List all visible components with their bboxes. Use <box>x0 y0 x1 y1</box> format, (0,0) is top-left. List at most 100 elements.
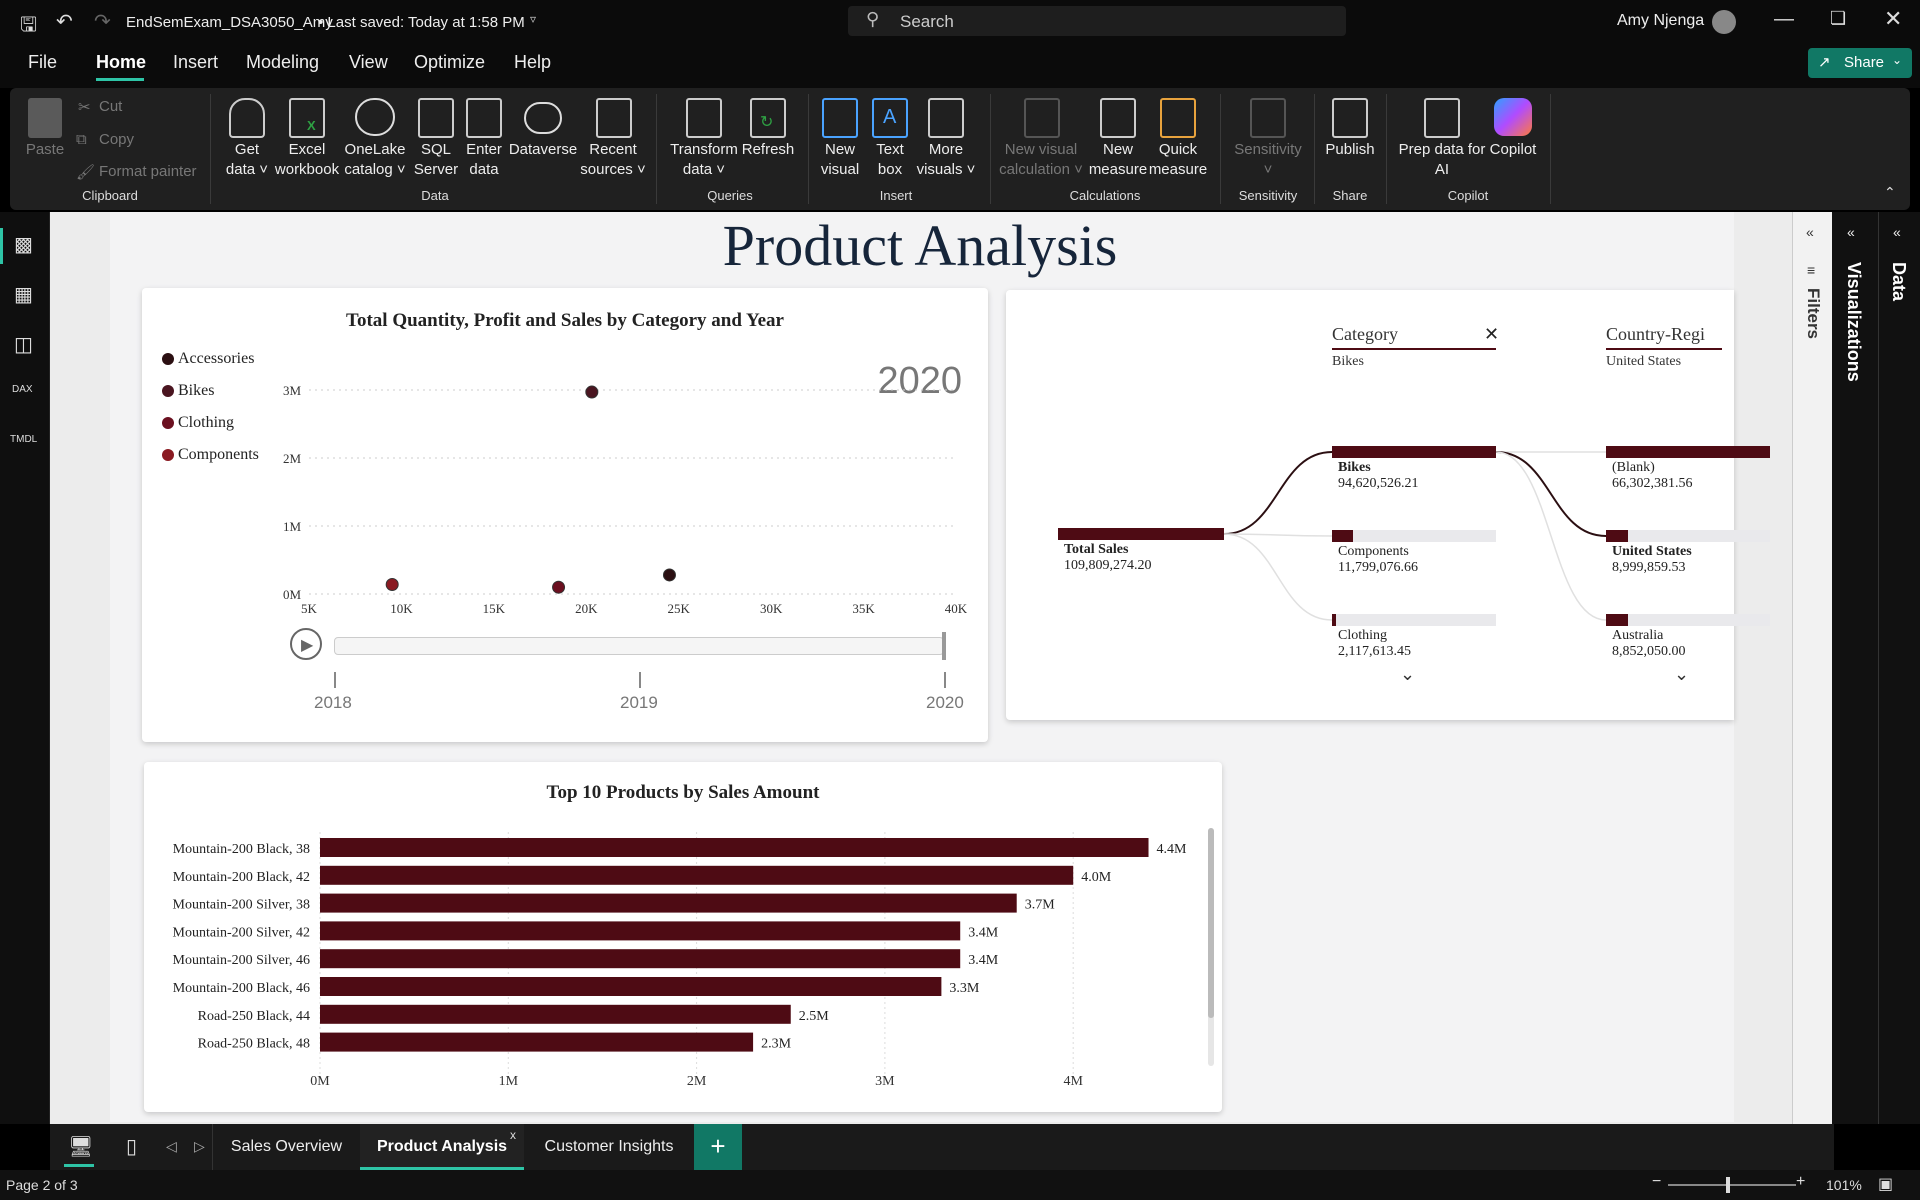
legend-item[interactable]: Clothing <box>162 414 234 432</box>
desktop-layout-button[interactable]: 🖥 <box>56 1124 102 1170</box>
menu-view[interactable]: View <box>349 52 388 72</box>
tab-product-analysis[interactable]: Product Analysis <box>360 1124 524 1170</box>
zoom-slider-track[interactable] <box>1668 1184 1796 1186</box>
database-icon[interactable] <box>229 98 265 138</box>
expand-visualizations-icon[interactable]: « <box>1847 224 1855 240</box>
copilot-label[interactable]: Copilot <box>1489 141 1537 158</box>
transform-data-label[interactable]: Transform data ˅ <box>670 141 738 178</box>
quick-measure-label[interactable]: Quick measure <box>1148 141 1208 178</box>
decomp-root-bar[interactable] <box>1058 528 1224 540</box>
visualizations-label[interactable]: Visualizations <box>1844 262 1864 382</box>
more-visuals-label[interactable]: More visuals ˅ <box>916 141 976 178</box>
table-view-icon[interactable]: ▦ <box>14 284 33 306</box>
recent-sources-label[interactable]: Recent sources ˅ <box>580 141 646 178</box>
publish-label[interactable]: Publish <box>1325 141 1375 158</box>
menu-file[interactable]: File <box>28 52 58 72</box>
mobile-layout-icon[interactable]: ▯ <box>126 1136 138 1158</box>
legend-item[interactable]: Components <box>162 446 259 464</box>
close-tab-icon[interactable]: x <box>510 1128 516 1142</box>
scatter-chart-card[interactable]: Total Quantity, Profit and Sales by Cate… <box>142 288 988 742</box>
excel-icon[interactable]: X <box>289 98 325 138</box>
data-label[interactable]: Data <box>1889 262 1909 302</box>
add-page-button[interactable]: + <box>694 1124 742 1170</box>
new-visual-icon[interactable] <box>822 98 858 138</box>
redo-icon[interactable]: ↷ <box>94 11 111 33</box>
menu-home[interactable]: Home <box>96 52 147 72</box>
refresh-icon[interactable]: ↻ <box>750 98 786 138</box>
onelake-icon[interactable] <box>355 98 395 136</box>
sensitivity-label[interactable]: Sensitivity ˅ <box>1234 141 1302 178</box>
more-visuals-icon[interactable] <box>928 98 964 138</box>
text-box-label[interactable]: Text box <box>876 141 904 178</box>
report-view-icon[interactable]: ▩ <box>14 234 33 256</box>
expand-data-icon[interactable]: « <box>1893 224 1901 240</box>
next-page-icon[interactable]: ▷ <box>194 1138 205 1154</box>
legend-item[interactable]: Bikes <box>162 382 214 400</box>
tmdl-view-icon[interactable]: TMDL <box>10 434 38 445</box>
recent-sources-icon[interactable] <box>596 98 632 138</box>
calculator-icon[interactable] <box>1100 98 1136 138</box>
decomp-col2-node-bar-track[interactable] <box>1606 446 1770 458</box>
search-box[interactable]: ⚲ Search <box>848 6 1346 36</box>
dax-query-icon[interactable]: DAX <box>12 384 33 395</box>
dataverse-label[interactable]: Dataverse <box>508 141 578 158</box>
sensitivity-icon[interactable] <box>1250 98 1286 138</box>
tab-customer-insights[interactable]: Customer Insights <box>544 1138 674 1155</box>
close-icon[interactable]: ✕ <box>1884 6 1903 31</box>
bar-chart-card[interactable]: Top 10 Products by Sales Amount 0M 1M 2M 3M… <box>144 762 1222 1112</box>
avatar[interactable] <box>1712 10 1736 34</box>
decomp-col1-node-bar-track[interactable] <box>1332 530 1496 542</box>
new-visual-calculation-icon[interactable] <box>1024 98 1060 138</box>
cut-label[interactable]: Cut <box>99 98 123 115</box>
new-visual-label[interactable]: New visual <box>820 141 860 178</box>
user-name[interactable]: Amy Njenga <box>1617 12 1705 29</box>
play-axis-year[interactable]: 2019 <box>620 693 658 712</box>
fit-to-page-icon[interactable]: ▣ <box>1878 1176 1894 1193</box>
prep-data-icon[interactable] <box>1424 98 1460 138</box>
enter-data-icon[interactable] <box>466 98 502 138</box>
paste-icon[interactable] <box>28 98 62 138</box>
excel-workbook-label[interactable]: Excel workbook <box>274 141 340 178</box>
format-painter-label[interactable]: Format painter <box>99 163 197 180</box>
legend-item[interactable]: Accessories <box>162 350 254 368</box>
scrollbar-thumb[interactable] <box>1208 828 1214 1018</box>
file-name[interactable]: EndSemExam_DSA3050_Amy <box>126 14 333 31</box>
menu-insert[interactable]: Insert <box>173 52 219 72</box>
zoom-slider-thumb[interactable] <box>1726 1177 1730 1193</box>
copy-label[interactable]: Copy <box>99 131 135 148</box>
zoom-in-icon[interactable]: + <box>1796 1173 1806 1190</box>
decomp-col2-node-bar-track[interactable] <box>1606 530 1770 542</box>
play-axis-year[interactable]: 2018 <box>314 693 352 712</box>
decomposition-tree-card[interactable]: Category ✕ Bikes Country-Regi United Sta… <box>1006 290 1770 720</box>
zoom-out-icon[interactable]: − <box>1652 1173 1662 1190</box>
sql-server-label[interactable]: SQL Server <box>413 141 459 178</box>
paste-label[interactable]: Paste <box>25 141 65 158</box>
undo-icon[interactable]: ↶ <box>56 11 73 33</box>
enter-data-label[interactable]: Enter data <box>466 141 502 178</box>
model-view-icon[interactable]: ◫ <box>14 334 33 356</box>
chevron-down-icon[interactable]: ⌄ <box>1400 664 1416 684</box>
menu-modeling[interactable]: Modeling <box>246 52 320 72</box>
expand-filters-icon[interactable]: « <box>1806 224 1814 240</box>
sql-server-icon[interactable] <box>418 98 454 138</box>
minimize-icon[interactable]: — <box>1774 8 1794 30</box>
decomp-col2-node-bar-track[interactable] <box>1606 614 1770 626</box>
filters-pane[interactable]: « ≡ Filters <box>1792 212 1832 1124</box>
share-button[interactable]: ↗ Share ⌄ <box>1808 48 1912 78</box>
new-visual-calculation-label[interactable]: New visual calculation ˅ <box>999 141 1083 178</box>
menu-optimize[interactable]: Optimize <box>414 52 486 72</box>
play-axis-track[interactable] <box>334 637 944 655</box>
copilot-icon[interactable] <box>1494 98 1532 136</box>
restore-icon[interactable]: ❏ <box>1830 8 1847 28</box>
clear-level-icon[interactable]: ✕ <box>1484 324 1500 344</box>
transform-data-icon[interactable] <box>686 98 722 138</box>
dataverse-icon[interactable] <box>524 102 562 134</box>
tab-sales-overview[interactable]: Sales Overview <box>212 1124 360 1170</box>
save-icon[interactable]: 🖫 <box>20 14 38 36</box>
publish-icon[interactable] <box>1332 98 1368 138</box>
play-axis-year[interactable]: 2020 <box>926 693 964 712</box>
new-measure-label[interactable]: New measure <box>1088 141 1148 178</box>
onelake-catalog-label[interactable]: OneLake catalog ˅ <box>344 141 406 178</box>
saved-status[interactable]: • Last saved: Today at 1:58 PM <box>318 14 525 31</box>
previous-page-icon[interactable]: ◁ <box>166 1138 177 1154</box>
